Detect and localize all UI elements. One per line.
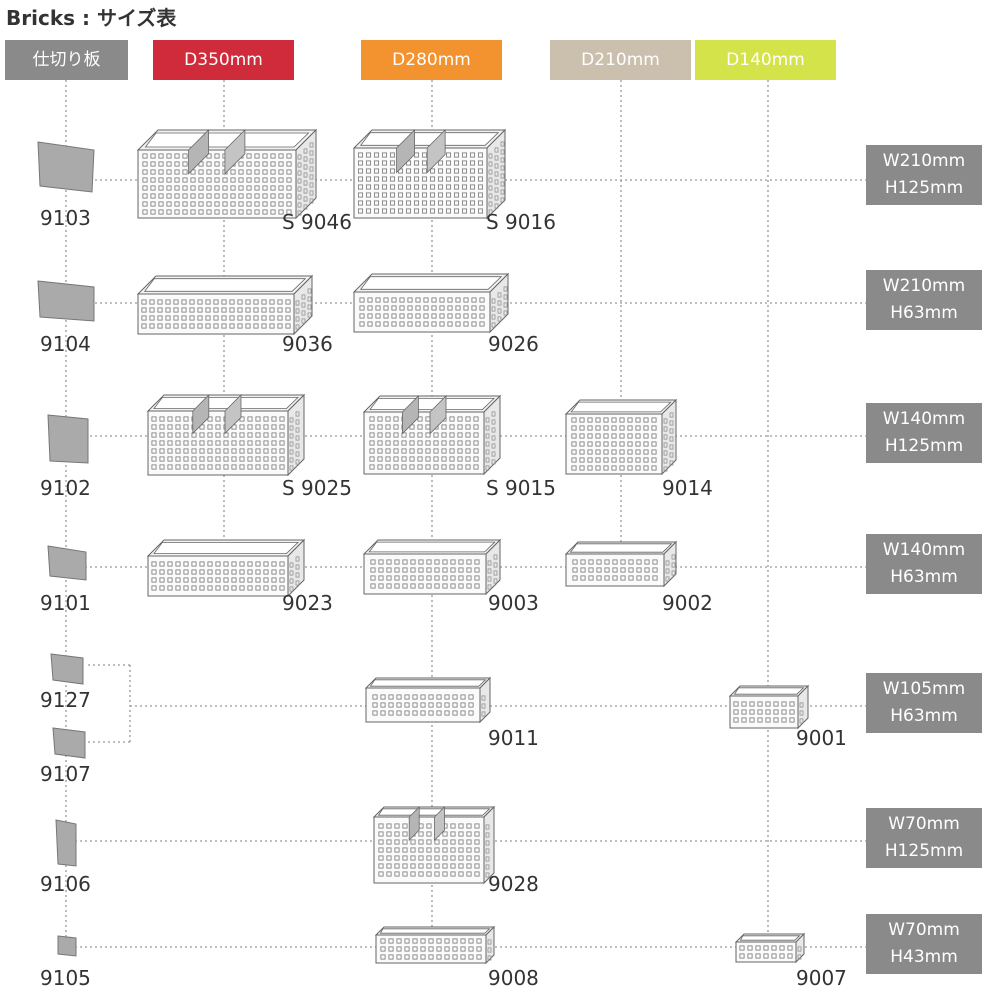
basket-9014 (564, 398, 678, 476)
code-9001: 9001 (796, 726, 847, 750)
size-box-row6: W70mm H125mm (866, 808, 982, 868)
size-width: W210mm (882, 151, 966, 171)
basket-9001 (728, 684, 810, 730)
code-9007: 9007 (796, 966, 847, 990)
code-9023: 9023 (282, 591, 333, 615)
code-9003: 9003 (488, 591, 539, 615)
header-d140: D140mm (695, 40, 836, 80)
code-9028: 9028 (488, 872, 539, 896)
size-box-row1: W210mm H125mm (866, 145, 982, 205)
basket-9011 (364, 676, 492, 724)
size-width: W140mm (882, 409, 966, 429)
size-box-row2: W210mm H63mm (866, 270, 982, 330)
code-9101: 9101 (40, 591, 91, 615)
header-d280: D280mm (361, 40, 502, 80)
size-box-row5: W105mm H63mm (866, 673, 982, 733)
basket-9028 (372, 805, 496, 885)
code-9011: 9011 (488, 726, 539, 750)
size-box-row3: W140mm H125mm (866, 403, 982, 463)
size-height: H125mm (884, 178, 964, 198)
basket-s9025 (146, 393, 306, 477)
basket-9002 (564, 540, 678, 588)
basket-s9015 (362, 394, 502, 476)
code-9026: 9026 (488, 332, 539, 356)
basket-s9016 (352, 128, 507, 220)
size-height: H63mm (890, 706, 958, 726)
size-width: W140mm (882, 540, 966, 560)
size-width: W70mm (888, 920, 960, 940)
basket-9007 (734, 932, 806, 964)
basket-9003 (362, 538, 502, 596)
code-9103: 9103 (40, 206, 91, 230)
header-d350: D350mm (153, 40, 294, 80)
code-9105: 9105 (40, 966, 91, 990)
divider-plate-9127 (50, 653, 84, 685)
code-s9016: S 9016 (486, 210, 556, 234)
code-9127: 9127 (40, 688, 91, 712)
size-width: W105mm (882, 679, 966, 699)
divider-plate-9102 (47, 414, 89, 464)
size-height: H63mm (890, 303, 958, 323)
size-width: W70mm (888, 814, 960, 834)
divider-plate-9104 (37, 280, 95, 322)
size-box-row7: W70mm H43mm (866, 914, 982, 974)
basket-9036 (136, 274, 314, 336)
code-9102: 9102 (40, 476, 91, 500)
code-9106: 9106 (40, 872, 91, 896)
size-height: H63mm (890, 567, 958, 587)
code-9107: 9107 (40, 762, 91, 786)
size-height: H125mm (884, 436, 964, 456)
divider-plate-9105 (57, 935, 77, 957)
size-height: H125mm (884, 841, 964, 861)
size-height: H43mm (890, 947, 958, 967)
code-9008: 9008 (488, 966, 539, 990)
basket-9008 (374, 925, 496, 965)
divider-plate-9106 (55, 819, 77, 867)
code-9104: 9104 (40, 332, 91, 356)
code-s9025: S 9025 (282, 476, 352, 500)
page-title: Bricks : サイズ表 (6, 6, 177, 30)
basket-9023 (146, 538, 306, 598)
code-s9046: S 9046 (282, 210, 352, 234)
divider-plate-9103 (37, 141, 95, 193)
header-divider: 仕切り板 (5, 40, 128, 80)
size-width: W210mm (882, 276, 966, 296)
divider-plate-9107 (52, 727, 86, 759)
code-9036: 9036 (282, 332, 333, 356)
size-box-row4: W140mm H63mm (866, 534, 982, 594)
code-s9015: S 9015 (486, 476, 556, 500)
divider-plate-9101 (47, 545, 87, 581)
header-d210: D210mm (550, 40, 691, 80)
basket-9026 (352, 272, 510, 334)
code-9002: 9002 (662, 591, 713, 615)
basket-s9046 (136, 128, 318, 220)
code-9014: 9014 (662, 476, 713, 500)
